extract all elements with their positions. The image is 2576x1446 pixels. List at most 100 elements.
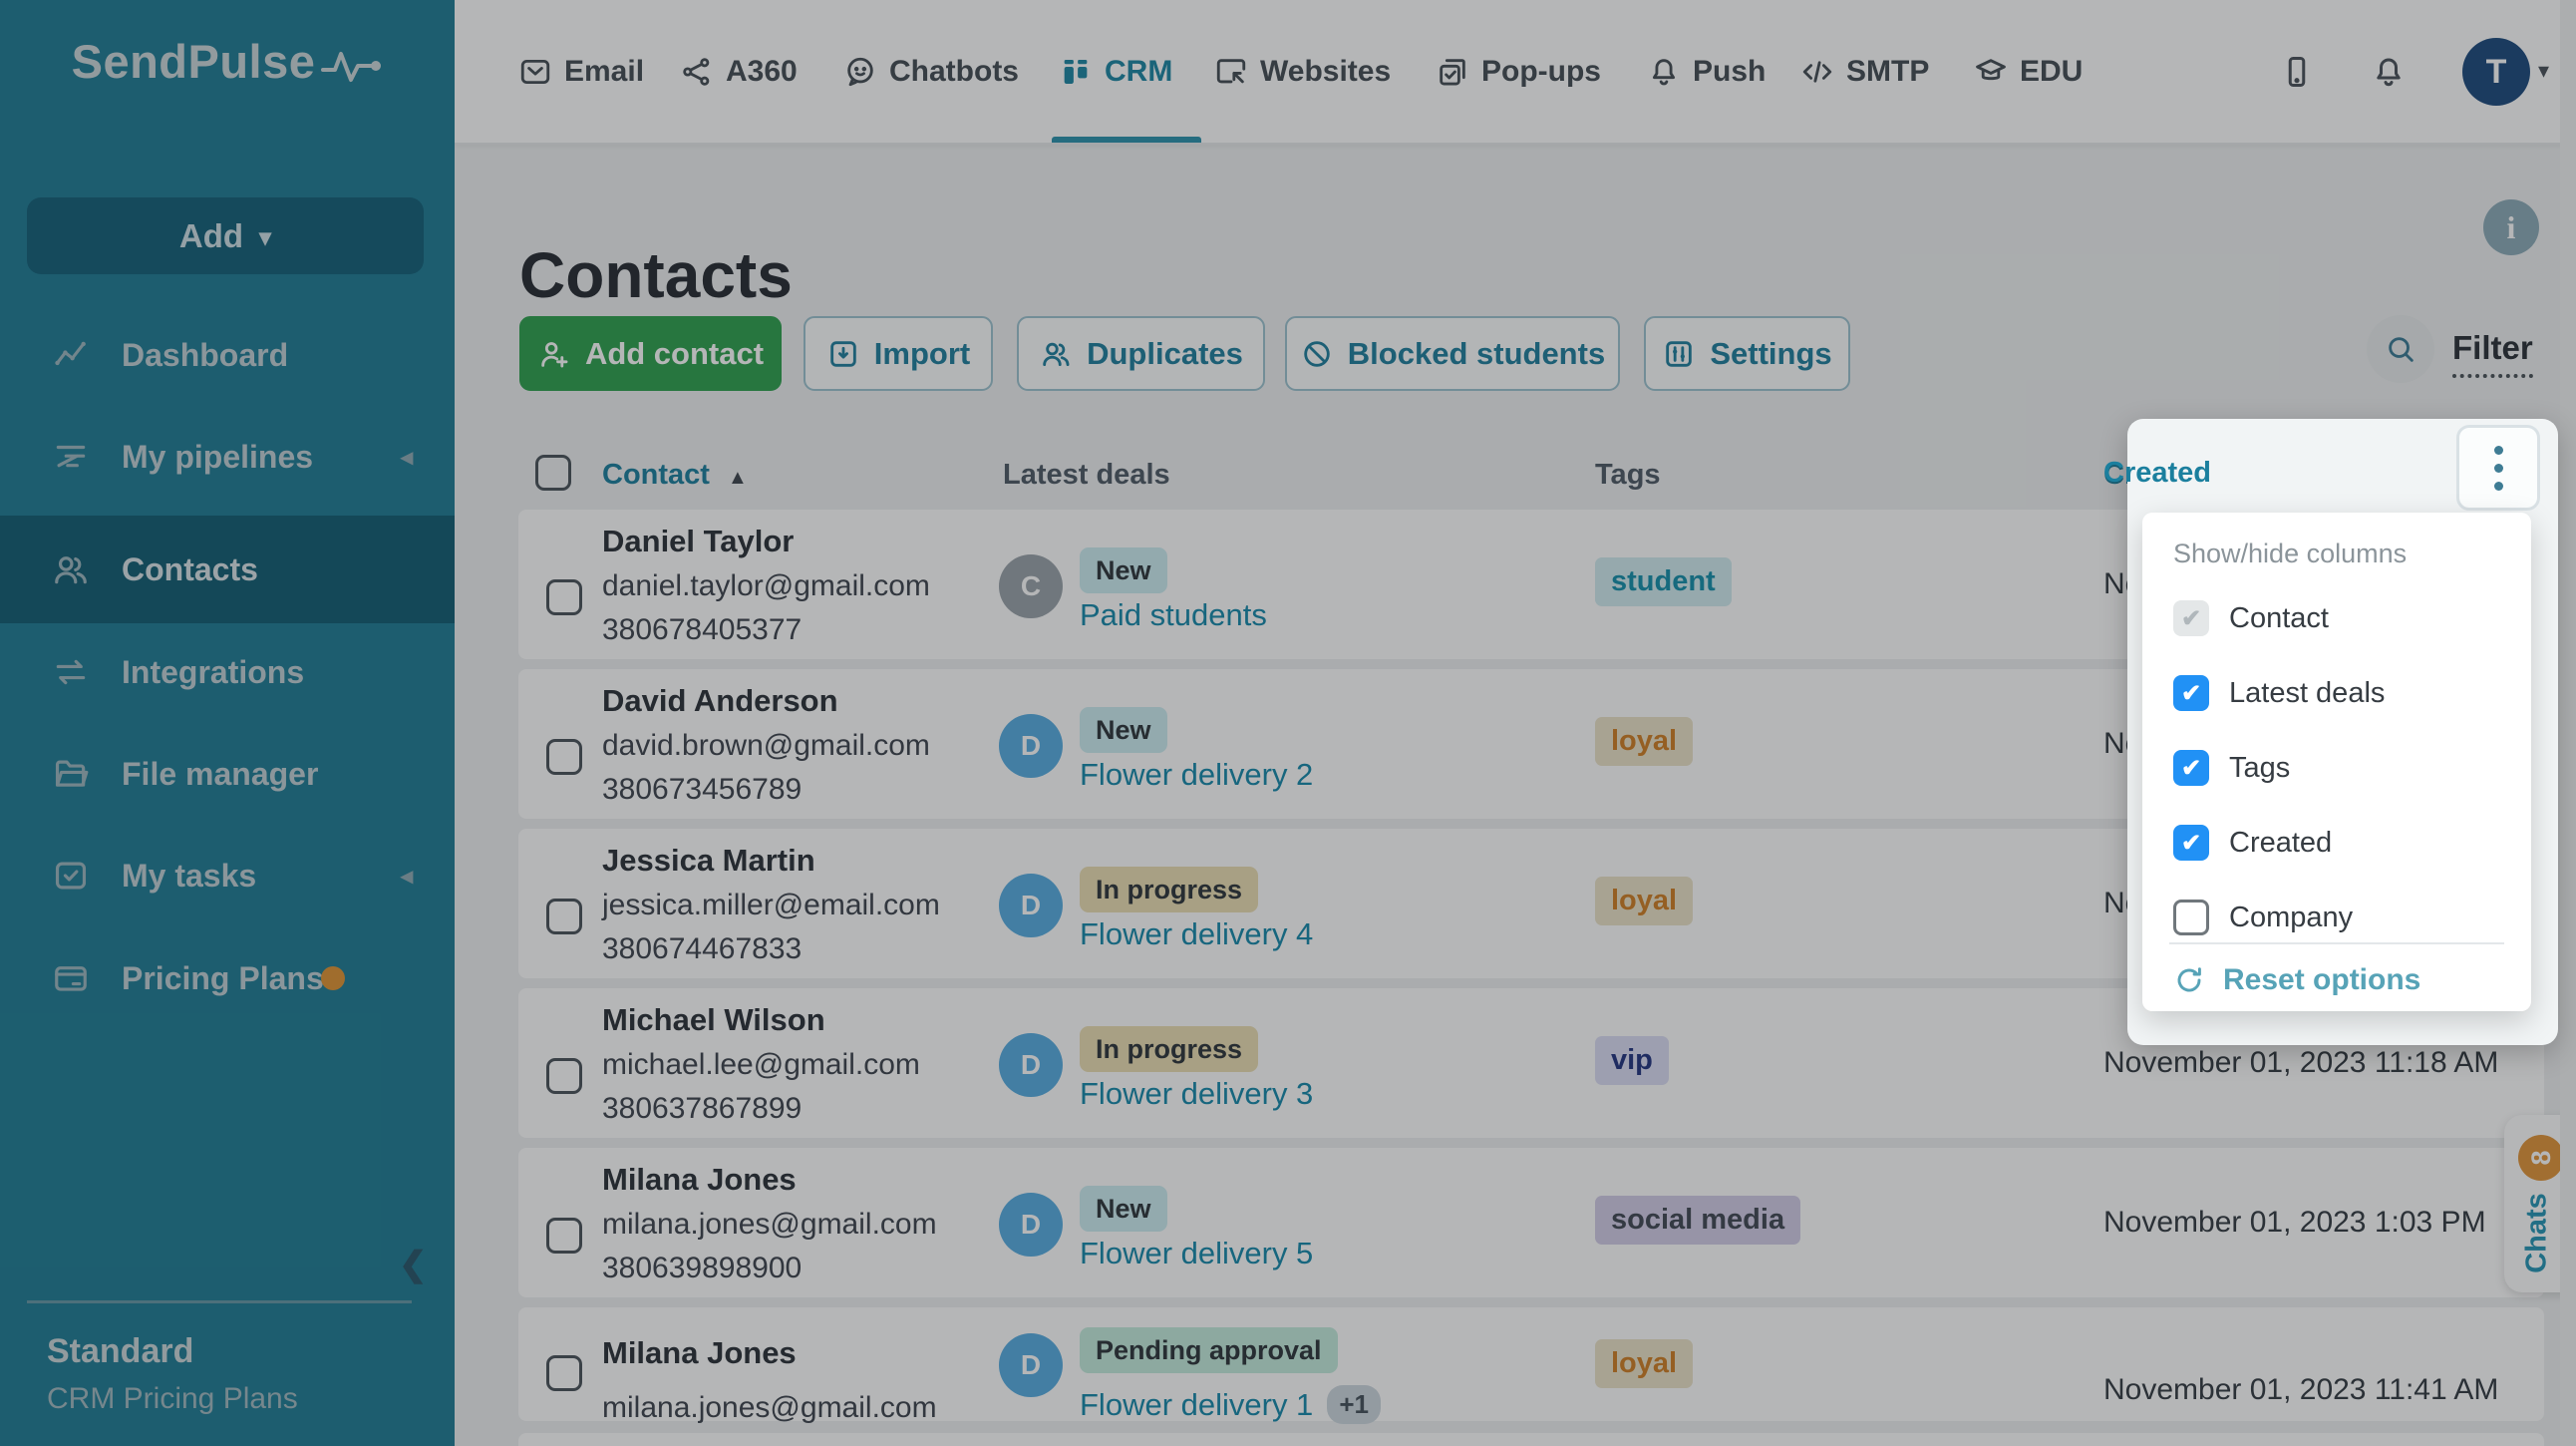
column-option-latest-deals[interactable]: Latest deals bbox=[2173, 671, 2502, 715]
sidebar-item-integrations[interactable]: Integrations bbox=[0, 618, 455, 726]
plan-link[interactable]: CRM Pricing Plans bbox=[47, 1382, 298, 1415]
tab-email[interactable]: Email bbox=[518, 0, 644, 143]
table-row[interactable]: Michael Wilson michael.lee@gmail.com 380… bbox=[518, 988, 2544, 1138]
select-all-checkbox[interactable] bbox=[535, 455, 571, 491]
column-header-tags[interactable]: Tags bbox=[1595, 459, 1661, 491]
top-bar: Email A360 Chatbots CRM Websites Pop-ups… bbox=[455, 0, 2576, 145]
deal-link[interactable]: Flower delivery 2 bbox=[1080, 757, 1313, 793]
blocked-students-button[interactable]: Blocked students bbox=[1285, 316, 1620, 391]
tab-edu[interactable]: EDU bbox=[1974, 0, 2083, 143]
sidebar-item-my-pipelines[interactable]: My pipelines ◂ bbox=[0, 403, 455, 511]
deal-title: Flower delivery 4 bbox=[1080, 916, 1314, 951]
contact-name: David Anderson bbox=[602, 683, 838, 718]
deal-link[interactable]: Flower delivery 5 bbox=[1080, 1236, 1313, 1271]
filter-link[interactable]: Filter bbox=[2452, 329, 2533, 378]
contact-email: daniel.taylor@gmail.com bbox=[602, 569, 930, 602]
column-header-created-highlight: Created bbox=[2103, 457, 2211, 489]
sidebar-item-pricing-plans[interactable]: Pricing Plans bbox=[0, 924, 455, 1032]
tab-crm[interactable]: CRM bbox=[1059, 0, 1172, 143]
duplicates-button[interactable]: Duplicates bbox=[1017, 316, 1265, 391]
import-icon bbox=[830, 340, 856, 367]
settings-button[interactable]: Settings bbox=[1644, 316, 1850, 391]
mobile-app-icon[interactable] bbox=[2279, 0, 2315, 143]
crm-icon bbox=[1064, 59, 1088, 84]
row-checkbox[interactable] bbox=[546, 579, 582, 615]
search-button[interactable] bbox=[2367, 315, 2434, 383]
deal-status-badge: In progress bbox=[1080, 1026, 1259, 1072]
column-option-tags[interactable]: Tags bbox=[2173, 746, 2502, 790]
column-option-created[interactable]: Created bbox=[2173, 821, 2502, 865]
email-icon bbox=[520, 59, 550, 84]
plan-name: Standard bbox=[47, 1332, 194, 1370]
caret-left-icon: ◂ bbox=[401, 443, 414, 471]
import-button[interactable]: Import bbox=[804, 316, 993, 391]
tab-a360[interactable]: A360 bbox=[680, 0, 798, 143]
checkbox-tags[interactable] bbox=[2173, 750, 2209, 786]
contact-name: Michael Wilson bbox=[602, 1002, 825, 1037]
sidebar-item-label: My tasks bbox=[122, 857, 257, 894]
avatar-caret-icon[interactable]: ▾ bbox=[2538, 58, 2550, 83]
tab-popups[interactable]: Pop-ups bbox=[1436, 0, 1601, 143]
sendpulse-logo[interactable]: SendPulse bbox=[0, 34, 455, 89]
sidebar-item-label: Contacts bbox=[122, 550, 258, 587]
tab-websites[interactable]: Websites bbox=[1214, 0, 1391, 143]
deal-status-badge: Pending approval bbox=[1080, 1327, 1338, 1373]
table-row[interactable]: Milana Jones milana.jones@gmail.com 3806… bbox=[518, 1148, 2544, 1297]
add-button[interactable]: Add ▾ bbox=[27, 197, 424, 274]
sidebar-collapse-icon[interactable]: ❮ bbox=[399, 1246, 428, 1283]
deal-link[interactable]: Flower delivery 1 +1 bbox=[1080, 1385, 1381, 1424]
deal-status-badge: New bbox=[1080, 707, 1167, 753]
column-menu-title: Show/hide columns bbox=[2173, 539, 2408, 568]
deal-link[interactable]: Paid students bbox=[1080, 597, 1267, 633]
add-contact-button[interactable]: Add contact bbox=[519, 316, 782, 391]
deal-link[interactable]: Flower delivery 4 bbox=[1080, 916, 1313, 952]
sidebar-item-dashboard[interactable]: Dashboard bbox=[0, 301, 455, 409]
column-option-company[interactable]: Company bbox=[2173, 896, 2502, 939]
tab-push[interactable]: Push bbox=[1647, 0, 1766, 143]
deal-link[interactable]: Flower delivery 3 bbox=[1080, 1076, 1313, 1112]
column-label: Contact bbox=[602, 459, 710, 491]
deal-avatar: D bbox=[999, 874, 1063, 937]
sidebar-item-my-tasks[interactable]: My tasks ◂ bbox=[0, 822, 455, 929]
contact-phone: 380673456789 bbox=[602, 773, 803, 806]
notifications-bell-icon[interactable] bbox=[2371, 0, 2407, 143]
column-header-contact[interactable]: Contact ▲ bbox=[602, 459, 748, 492]
sidebar: SendPulse Add ▾ Dashboard My pipelines ◂… bbox=[0, 0, 455, 1446]
column-header-latest-deals[interactable]: Latest deals bbox=[1003, 459, 1170, 491]
contacts-icon bbox=[55, 556, 87, 584]
person-plus-icon bbox=[541, 341, 568, 367]
info-icon[interactable]: i bbox=[2483, 199, 2539, 255]
checkbox-contact[interactable] bbox=[2173, 600, 2209, 636]
dashboard-icon bbox=[55, 341, 86, 366]
row-checkbox[interactable] bbox=[546, 899, 582, 934]
checkbox-created[interactable] bbox=[2173, 825, 2209, 861]
sidebar-item-label: My pipelines bbox=[122, 438, 314, 475]
row-checkbox[interactable] bbox=[546, 739, 582, 775]
sidebar-item-file-manager[interactable]: File manager bbox=[0, 720, 455, 828]
column-option-contact[interactable]: Contact bbox=[2173, 596, 2502, 640]
tab-smtp[interactable]: SMTP bbox=[1800, 0, 1929, 143]
notification-dot bbox=[321, 966, 345, 990]
row-checkbox[interactable] bbox=[546, 1355, 582, 1391]
checkbox-latest-deals[interactable] bbox=[2173, 675, 2209, 711]
tab-label: EDU bbox=[2020, 54, 2084, 88]
reset-options-button[interactable]: Reset options bbox=[2173, 963, 2420, 997]
row-checkbox[interactable] bbox=[546, 1058, 582, 1094]
table-row[interactable]: Milana Jones milana.jones@gmail.com D Pe… bbox=[518, 1307, 2544, 1424]
sidebar-item-label: Integrations bbox=[122, 653, 305, 690]
user-avatar[interactable]: T bbox=[2462, 38, 2530, 106]
deal-avatar: D bbox=[999, 1333, 1063, 1397]
option-label: Latest deals bbox=[2229, 676, 2386, 709]
column-menu-kebab-button[interactable] bbox=[2456, 425, 2540, 511]
contact-tag: social media bbox=[1595, 1196, 1801, 1245]
contact-tag: loyal bbox=[1595, 877, 1694, 925]
checkbox-company[interactable] bbox=[2173, 900, 2209, 935]
deal-avatar: D bbox=[999, 714, 1063, 778]
option-label: Created bbox=[2229, 826, 2333, 859]
sidebar-item-contacts[interactable]: Contacts bbox=[0, 516, 455, 623]
tab-chatbots[interactable]: Chatbots bbox=[843, 0, 1019, 143]
contact-name: Milana Jones bbox=[602, 1335, 797, 1370]
row-checkbox[interactable] bbox=[546, 1218, 582, 1254]
reset-label: Reset options bbox=[2223, 963, 2421, 996]
